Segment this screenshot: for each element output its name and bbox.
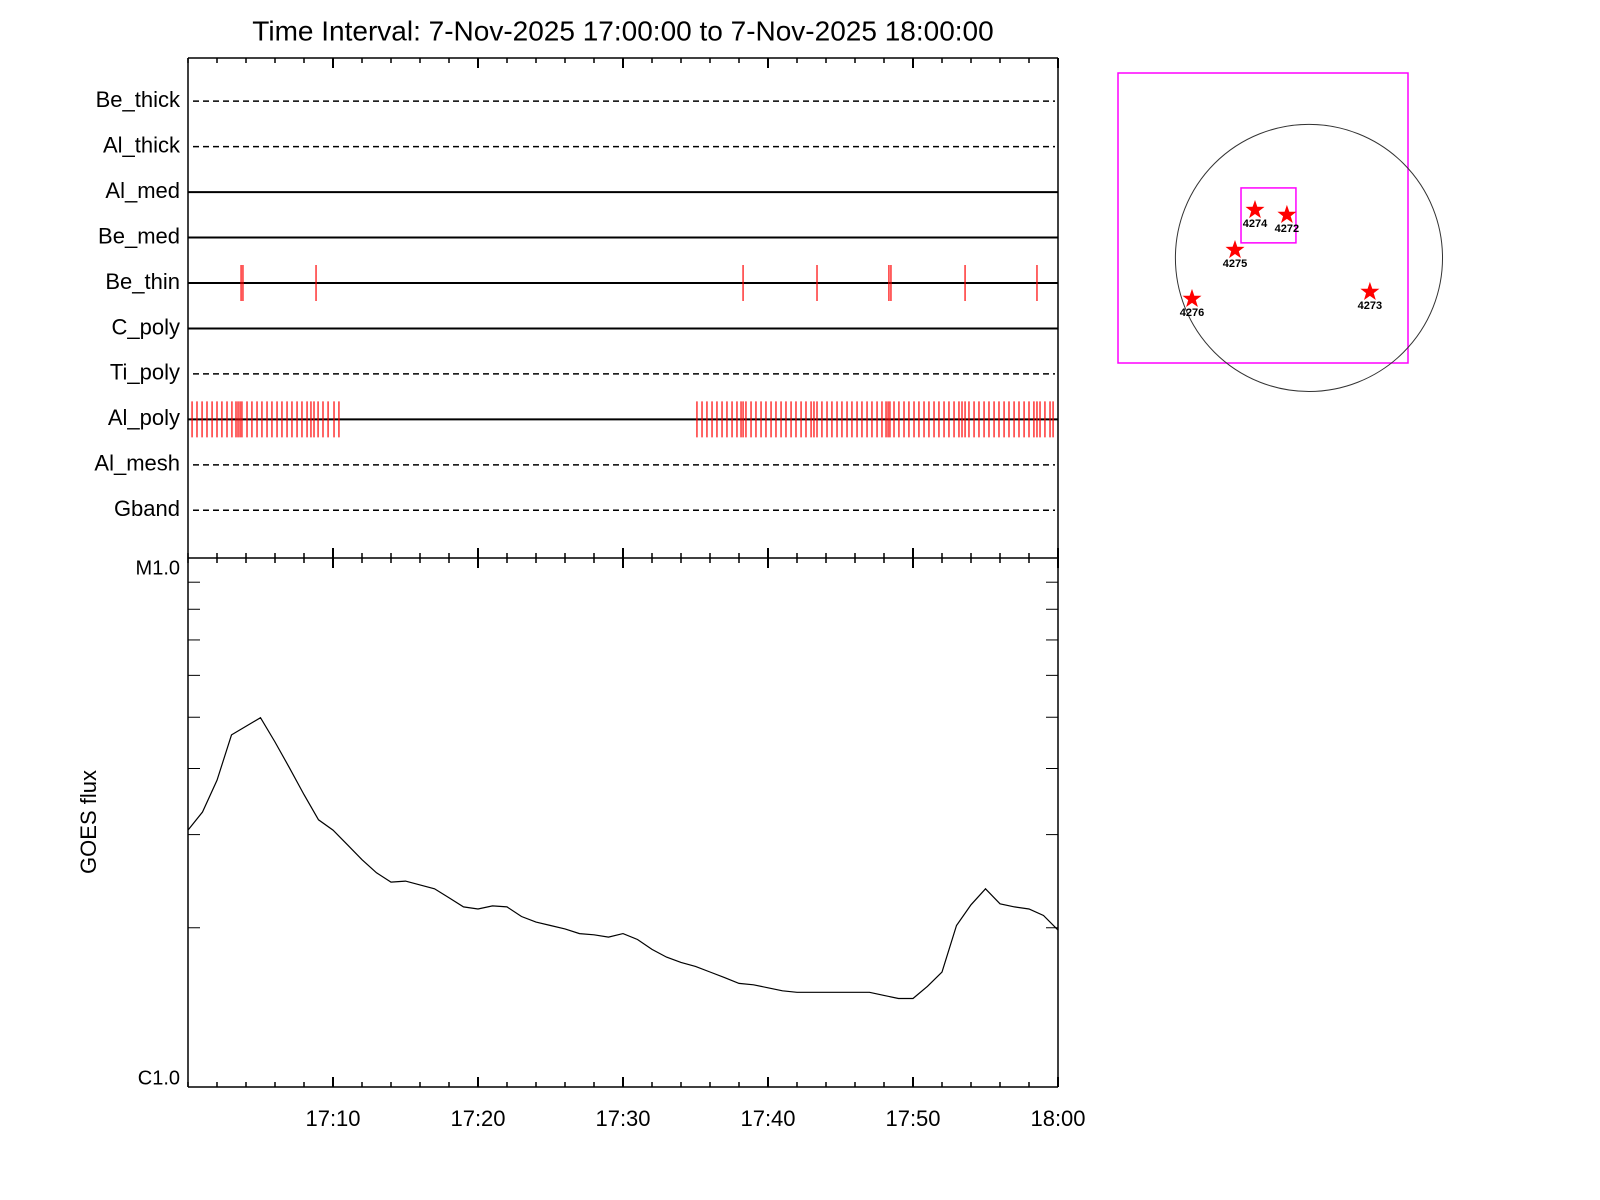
region-label: 4276 bbox=[1180, 307, 1204, 319]
region-label: 4273 bbox=[1358, 300, 1382, 312]
row-label: Gband bbox=[114, 496, 180, 521]
x-tick-label: 18:00 bbox=[1030, 1106, 1085, 1131]
row-label: Al_thick bbox=[103, 132, 181, 157]
row-label: C_poly bbox=[112, 314, 180, 339]
y-tick-label: M1.0 bbox=[136, 557, 180, 579]
region-star bbox=[1182, 288, 1202, 307]
region-label: 4275 bbox=[1223, 258, 1247, 270]
region-star bbox=[1245, 200, 1265, 219]
x-tick-label: 17:50 bbox=[885, 1106, 940, 1131]
chart-title: Time Interval: 7-Nov-2025 17:00:00 to 7-… bbox=[252, 15, 993, 46]
row-label: Be_thin bbox=[105, 269, 180, 294]
row-label: Al_mesh bbox=[94, 451, 180, 476]
x-tick-label: 17:20 bbox=[450, 1106, 505, 1131]
field-of-view bbox=[1117, 72, 1409, 364]
row-label: Be_thick bbox=[96, 87, 181, 112]
x-tick-label: 17:10 bbox=[305, 1106, 360, 1131]
y-tick-label: C1.0 bbox=[138, 1067, 180, 1089]
row-label: Be_med bbox=[98, 223, 180, 248]
region-star bbox=[1225, 240, 1245, 259]
region-label: 4272 bbox=[1275, 223, 1299, 235]
region-star bbox=[1277, 204, 1297, 223]
x-tick-label: 17:40 bbox=[740, 1106, 795, 1131]
row-label: Al_poly bbox=[108, 405, 180, 430]
region-star bbox=[1360, 281, 1380, 300]
row-label: Ti_poly bbox=[110, 360, 180, 385]
pointing-box bbox=[1240, 187, 1297, 244]
row-label: Al_med bbox=[105, 178, 180, 203]
y-axis-label: GOES flux bbox=[76, 770, 101, 874]
solar-disk bbox=[1174, 123, 1444, 392]
goes-curve bbox=[187, 716, 1059, 1000]
region-label: 4274 bbox=[1243, 218, 1268, 230]
x-tick-label: 17:30 bbox=[595, 1106, 650, 1131]
